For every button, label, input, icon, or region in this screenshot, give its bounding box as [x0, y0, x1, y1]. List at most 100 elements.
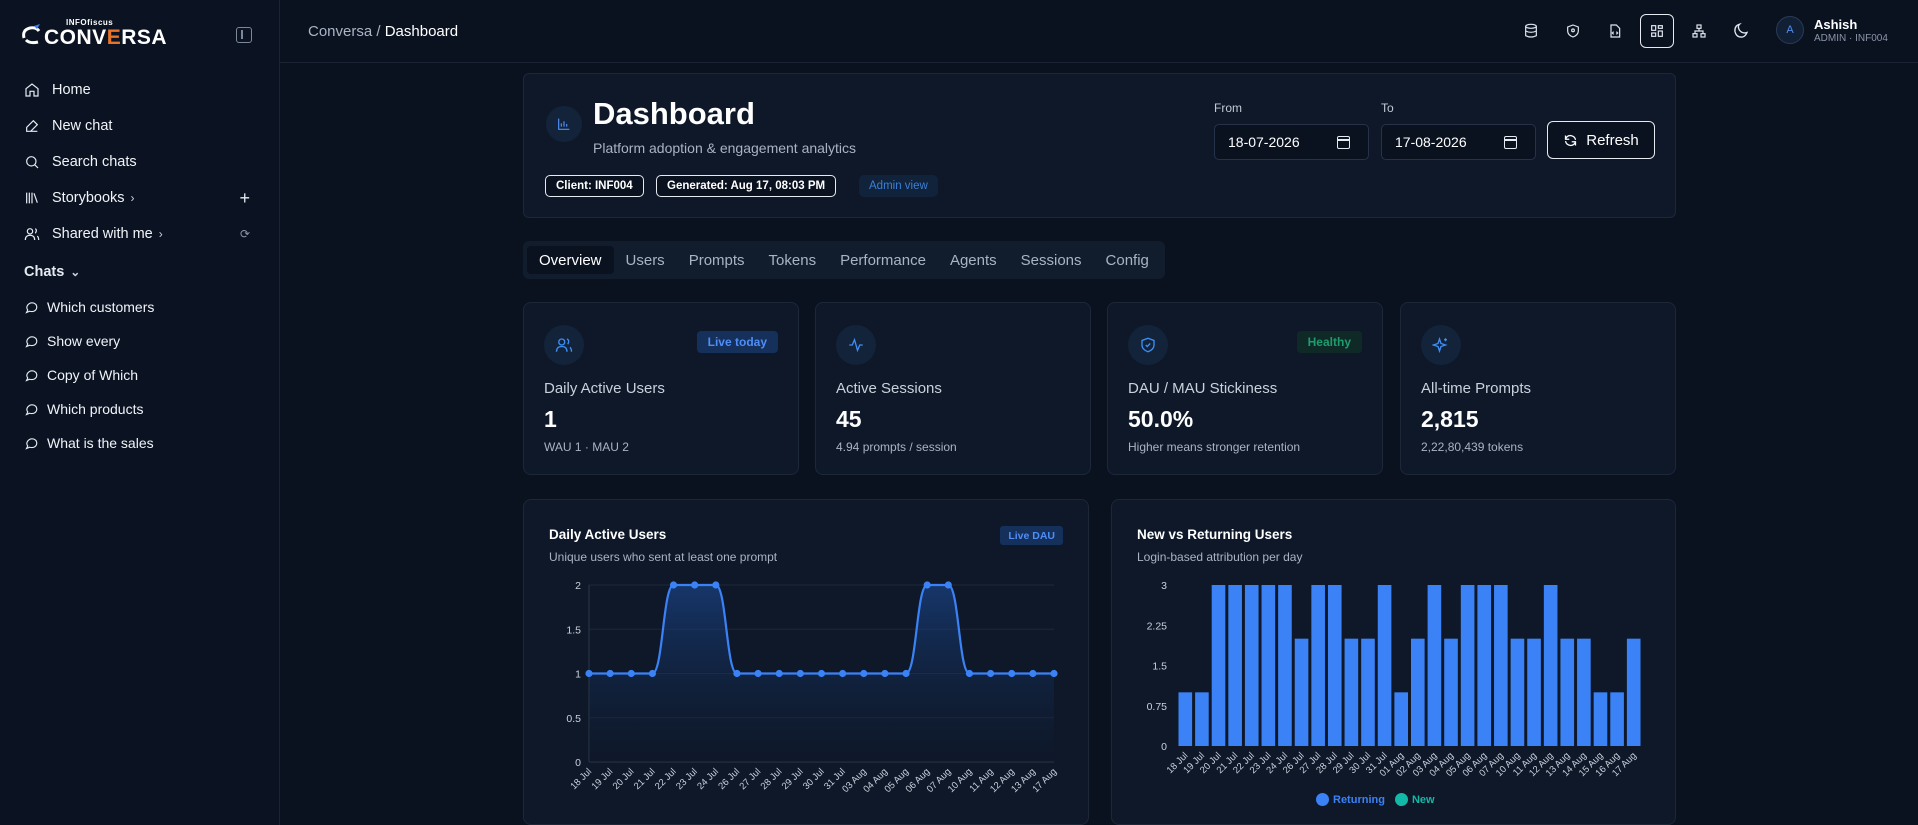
x-tick-label: 18 Jul	[568, 766, 594, 792]
org-chart-button[interactable]	[1682, 14, 1716, 48]
tab-tokens[interactable]: Tokens	[768, 251, 817, 269]
generated-badge: Generated: Aug 17, 08:03 PM	[656, 175, 837, 197]
chat-bubble-icon	[25, 369, 38, 382]
chat-list-item[interactable]: Show every	[0, 324, 280, 358]
sidebar-item-new-chat[interactable]: New chat	[0, 108, 280, 144]
y-tick-label: 1	[575, 669, 581, 681]
bar	[1344, 638, 1359, 746]
data-point	[817, 669, 826, 678]
activity-icon	[836, 325, 876, 365]
sidebar-item-shared[interactable]: Shared with me › ⟳	[0, 216, 280, 252]
data-point	[986, 669, 995, 678]
dashboard-header: Dashboard Platform adoption & engagement…	[523, 73, 1676, 218]
tab-performance[interactable]: Performance	[840, 251, 926, 269]
sidebar-nav: Home New chat Search chats Storybooks › …	[0, 72, 280, 460]
refresh-icon[interactable]: ⟳	[239, 227, 250, 241]
x-tick-label: 19 Jul	[590, 766, 616, 792]
chats-section-heading[interactable]: Chats ⌄	[24, 264, 81, 280]
tab-sessions[interactable]: Sessions	[1020, 251, 1082, 269]
chat-list-item[interactable]: Copy of Which	[0, 358, 280, 392]
data-point	[839, 669, 847, 678]
shield-icon	[1567, 24, 1579, 38]
data-point	[775, 669, 783, 678]
breadcrumb: Conversa / Dashboard	[308, 23, 459, 40]
y-tick-label: 1.5	[566, 624, 581, 636]
tab-overview[interactable]: Overview	[527, 246, 614, 274]
tab-config[interactable]: Config	[1105, 251, 1149, 269]
sidebar-item-label: Home	[52, 82, 91, 98]
breadcrumb-root[interactable]: Conversa	[308, 23, 373, 40]
edit-icon	[26, 119, 39, 132]
x-tick-label: 26 Jul	[716, 766, 742, 792]
database-button[interactable]	[1514, 14, 1548, 48]
data-point	[712, 581, 720, 589]
bar-chart-icon	[546, 106, 582, 142]
tab-agents[interactable]: Agents	[949, 251, 997, 269]
legend-item-returning[interactable]: Returning	[1316, 793, 1385, 806]
bar	[1477, 585, 1492, 746]
stat-card-dau: Live today Daily Active Users 1 WAU 1 · …	[523, 302, 799, 475]
x-tick-label: 28 Jul	[759, 766, 785, 792]
chat-list-item[interactable]: Which customers	[0, 290, 280, 324]
stat-sub: 2,22,80,439 tokens	[1421, 440, 1524, 454]
sidebar-item-home[interactable]: Home	[0, 72, 280, 108]
chat-list-item[interactable]: What is the sales	[0, 426, 280, 460]
live-today-badge: Live today	[696, 331, 778, 353]
page-title: Dashboard	[593, 96, 755, 131]
bar	[1494, 585, 1508, 746]
tab-users[interactable]: Users	[625, 251, 665, 269]
calendar-icon[interactable]	[1337, 136, 1350, 149]
stat-label: DAU / MAU Stickiness	[1128, 380, 1278, 397]
add-storybook-icon[interactable]: +	[239, 187, 250, 208]
logo-mark-icon	[20, 18, 42, 48]
file-button[interactable]	[1598, 14, 1632, 48]
chat-list-item[interactable]: Which products	[0, 392, 280, 426]
stat-card-stickiness: Healthy DAU / MAU Stickiness 50.0% Highe…	[1107, 302, 1383, 475]
bar	[1228, 585, 1242, 746]
bar	[1510, 638, 1525, 746]
y-tick-label: 0	[1161, 741, 1167, 753]
collapse-sidebar-icon[interactable]	[236, 27, 252, 43]
dashboard-button[interactable]	[1640, 14, 1674, 48]
bar	[1195, 692, 1209, 746]
sidebar-item-storybooks[interactable]: Storybooks › +	[0, 180, 280, 216]
chart-subtitle: Unique users who sent at least one promp…	[549, 550, 778, 564]
legend-item-new[interactable]: New	[1394, 793, 1435, 806]
sidebar-item-search[interactable]: Search chats	[0, 144, 280, 180]
bar	[1444, 638, 1458, 746]
tab-prompts[interactable]: Prompts	[688, 251, 745, 269]
chevron-right-icon: ›	[158, 227, 163, 241]
client-badge: Client: INF004	[545, 175, 644, 197]
x-tick-label: 20 Jul	[611, 766, 637, 792]
moon-icon[interactable]	[1732, 22, 1750, 40]
from-date-input[interactable]: 18-07-2026	[1214, 124, 1369, 160]
stat-card-prompts: All-time Prompts 2,815 2,22,80,439 token…	[1400, 302, 1676, 475]
sidebar-item-label: Shared with me	[52, 226, 153, 242]
bar	[1610, 692, 1624, 746]
bar	[1327, 585, 1342, 746]
bar	[1311, 585, 1325, 746]
chart-title: New vs Returning Users	[1137, 527, 1293, 542]
bar	[1294, 638, 1309, 746]
brand-name: CONVERSA	[44, 26, 168, 49]
data-point	[733, 669, 741, 678]
brand-logo[interactable]: INFOfiscus CONVERSA	[20, 18, 167, 49]
home-icon	[25, 83, 39, 97]
data-point	[796, 669, 804, 678]
y-tick-label: 0.5	[566, 713, 581, 725]
healthy-badge: Healthy	[1296, 331, 1362, 353]
bar	[1394, 692, 1409, 746]
y-tick-label: 1.5	[1152, 661, 1167, 673]
chart-title: Daily Active Users	[549, 527, 667, 542]
refresh-button[interactable]: Refresh	[1547, 121, 1655, 159]
dashboard-grid-icon	[1651, 25, 1663, 37]
data-point	[923, 581, 931, 589]
user-menu[interactable]: A Ashish ADMIN · INF004	[1776, 16, 1888, 44]
to-date-input[interactable]: 17-08-2026	[1381, 124, 1536, 160]
breadcrumb-current: Dashboard	[384, 23, 459, 40]
security-button[interactable]	[1556, 14, 1590, 48]
topbar: Conversa / Dashboard A Ashish ADMIN · IN…	[280, 0, 1918, 63]
calendar-icon[interactable]	[1504, 136, 1517, 149]
sparkles-icon	[1421, 325, 1461, 365]
bar	[1577, 638, 1591, 746]
